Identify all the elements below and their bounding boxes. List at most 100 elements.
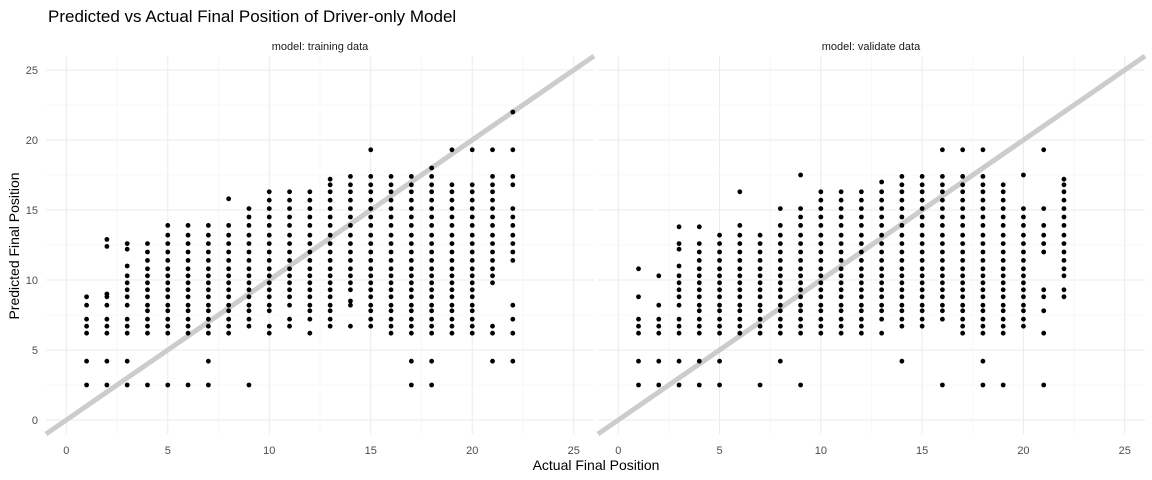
data-point: [408, 280, 414, 286]
data-point: [899, 206, 905, 212]
data-point: [165, 273, 171, 279]
data-point: [717, 294, 722, 300]
data-point: [798, 223, 803, 228]
data-point: [676, 382, 682, 388]
data-point: [348, 241, 353, 247]
data-point: [307, 223, 313, 228]
data-point: [510, 258, 516, 263]
data-point: [696, 224, 702, 230]
data-point: [1061, 182, 1067, 188]
data-point: [818, 266, 824, 272]
data-point: [737, 249, 743, 255]
data-point: [838, 294, 844, 300]
data-point: [960, 249, 966, 255]
data-point: [287, 249, 292, 255]
data-point: [185, 232, 191, 238]
data-point: [165, 249, 171, 255]
data-point: [879, 316, 885, 322]
data-point: [388, 189, 394, 195]
data-point: [490, 280, 495, 286]
data-point: [287, 266, 292, 272]
data-point: [124, 323, 130, 329]
data-point: [858, 330, 864, 336]
data-point: [777, 294, 783, 300]
data-point: [469, 232, 475, 238]
data-point: [165, 287, 171, 293]
data-point: [899, 223, 905, 228]
data-point: [185, 287, 191, 293]
data-point: [84, 323, 89, 329]
data-point: [919, 241, 925, 247]
data-point: [327, 294, 333, 300]
data-point: [960, 241, 966, 247]
data-point: [960, 214, 966, 220]
data-point: [408, 241, 414, 247]
data-point: [368, 206, 374, 212]
data-point: [266, 330, 272, 336]
data-point: [737, 273, 743, 279]
data-point: [449, 214, 455, 220]
data-point: [348, 232, 353, 238]
data-point: [449, 302, 455, 308]
data-point: [348, 174, 353, 179]
data-point: [919, 323, 925, 329]
data-point: [368, 266, 374, 272]
data-point: [510, 316, 516, 322]
data-point: [368, 316, 374, 322]
data-point: [327, 273, 333, 279]
data-point: [185, 302, 191, 308]
data-point: [449, 266, 455, 272]
data-point: [1000, 241, 1006, 247]
data-point: [676, 302, 682, 308]
data-point: [510, 182, 516, 188]
data-point: [1021, 241, 1026, 247]
data-point: [940, 316, 945, 322]
data-point: [307, 308, 313, 314]
data-point: [737, 280, 743, 286]
data-point: [940, 241, 945, 247]
data-point: [165, 258, 171, 263]
data-point: [777, 273, 783, 279]
data-point: [226, 316, 232, 322]
x-tick-label: 0: [615, 445, 621, 457]
data-point: [205, 308, 211, 314]
data-point: [205, 323, 211, 329]
data-point: [145, 287, 150, 293]
data-point: [960, 266, 966, 272]
data-point: [980, 330, 986, 336]
data-point: [980, 294, 986, 300]
data-point: [858, 308, 864, 314]
data-point: [798, 241, 803, 247]
data-point: [899, 182, 905, 188]
data-point: [469, 330, 475, 336]
data-point: [1061, 176, 1067, 182]
data-point: [348, 182, 353, 188]
data-point: [388, 294, 394, 300]
data-point: [737, 241, 743, 247]
data-point: [165, 266, 171, 272]
data-point: [266, 273, 272, 279]
data-point: [408, 266, 414, 272]
data-point: [737, 223, 743, 228]
data-point: [266, 206, 272, 212]
data-point: [636, 266, 641, 272]
data-point: [226, 266, 232, 272]
data-point: [266, 287, 272, 293]
data-point: [104, 244, 110, 249]
data-point: [838, 308, 844, 314]
data-point: [408, 249, 414, 255]
data-point: [1061, 258, 1067, 263]
data-point: [510, 249, 516, 255]
data-point: [449, 197, 455, 203]
data-point: [469, 294, 475, 300]
data-point: [165, 308, 171, 314]
data-point: [838, 197, 844, 203]
data-point: [777, 330, 783, 336]
data-point: [469, 266, 475, 272]
data-point: [327, 241, 333, 247]
data-point: [348, 223, 353, 228]
data-point: [717, 330, 722, 336]
data-point: [368, 182, 374, 188]
data-point: [327, 182, 333, 188]
x-tick-label: 10: [815, 445, 827, 457]
